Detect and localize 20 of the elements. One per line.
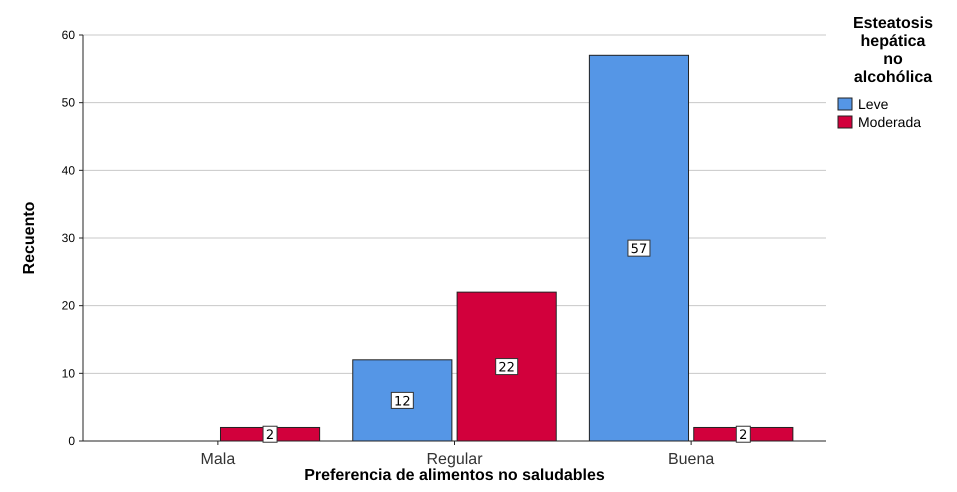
data-label: 2 bbox=[739, 428, 748, 444]
y-tick-label: 60 bbox=[62, 28, 76, 42]
y-axis-title: Recuento bbox=[21, 201, 38, 274]
data-label: 22 bbox=[498, 360, 515, 376]
y-tick-label: 10 bbox=[62, 366, 76, 380]
legend-label: Leve bbox=[858, 96, 889, 112]
legend-label: Moderada bbox=[858, 114, 922, 130]
y-tick-label: 30 bbox=[62, 231, 76, 245]
y-tick-label: 0 bbox=[68, 434, 76, 448]
y-tick-label: 40 bbox=[62, 163, 76, 178]
data-label: 2 bbox=[266, 428, 274, 444]
x-tick-label: Regular bbox=[426, 451, 484, 468]
legend-title: Esteatosis hepática no alcohólica bbox=[852, 15, 934, 86]
x-tick-label: Mala bbox=[200, 451, 236, 468]
y-tick-label: 50 bbox=[62, 96, 76, 110]
x-axis-title: Preferencia de alimentos no saludables bbox=[304, 467, 605, 484]
data-label: 57 bbox=[630, 242, 648, 258]
data-label: 12 bbox=[394, 394, 411, 410]
y-tick-label: 20 bbox=[62, 298, 76, 313]
x-tick-label: Buena bbox=[668, 451, 714, 468]
